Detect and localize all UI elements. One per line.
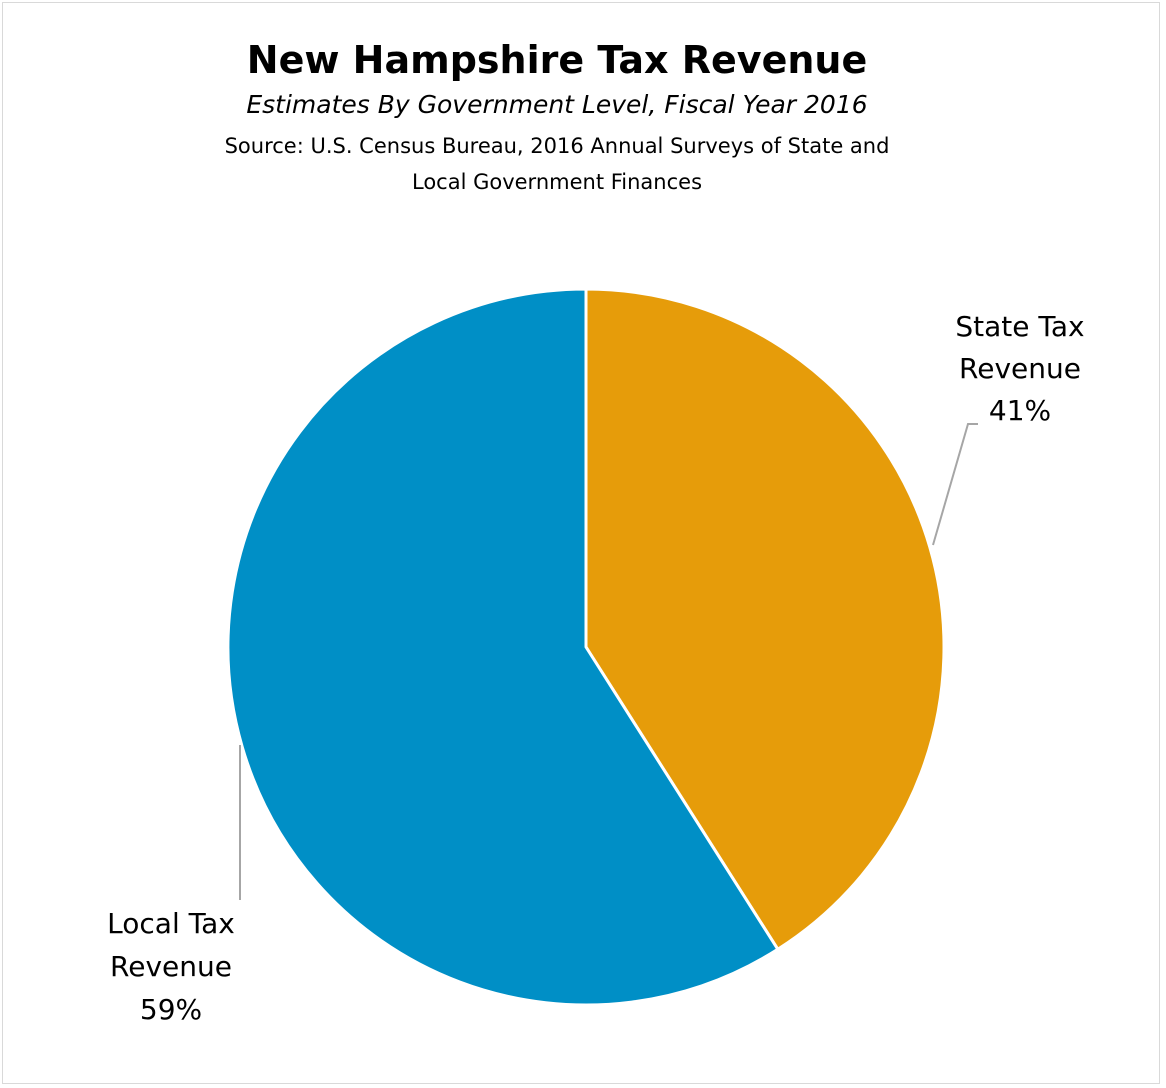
pie-slices [226, 287, 946, 1007]
chart-source-line-2: Local Government Finances [412, 170, 702, 194]
pie-slice-state-tax-revenue [584, 287, 946, 951]
state-tax-label-line-2: Revenue [959, 352, 1081, 385]
chart-title: New Hampshire Tax Revenue [247, 38, 867, 82]
chart-subtitle: Estimates By Government Level, Fiscal Ye… [246, 90, 867, 119]
state-tax-percent-label: 41% [989, 394, 1051, 427]
state-tax-label-line-1: State Tax [955, 310, 1084, 343]
pie-slice-local-tax-revenue [226, 287, 780, 1007]
local-tax-label-line-2: Revenue [110, 950, 232, 983]
local-tax-percent-label: 59% [140, 993, 202, 1026]
chart-source-line-1: Source: U.S. Census Bureau, 2016 Annual … [225, 134, 890, 158]
local-tax-label-line-1: Local Tax [107, 907, 235, 940]
state-tax-leader-line [932, 423, 978, 546]
